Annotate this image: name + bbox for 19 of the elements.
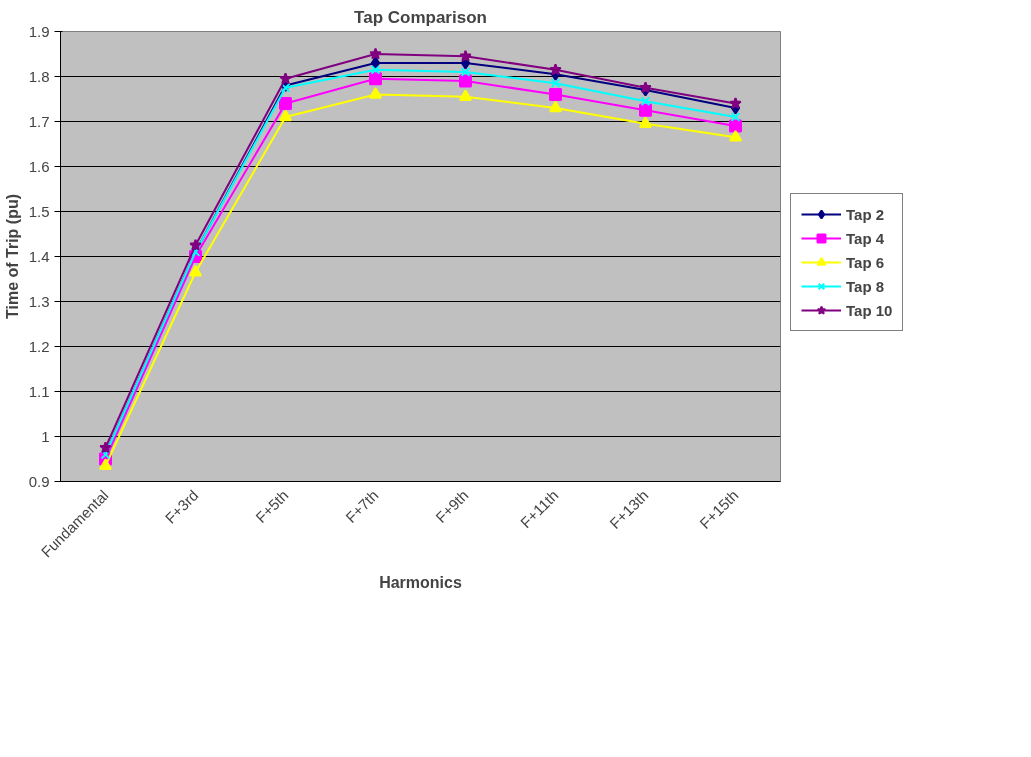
legend-label: Tap 8 [846, 277, 885, 295]
y-tick-label: 1.4 [28, 247, 50, 265]
y-tick-label: 1.9 [28, 22, 50, 40]
legend-label: Tap 4 [846, 229, 885, 247]
y-tick-label: 1.8 [28, 67, 50, 85]
y-axis-title: Time of Trip (pu) [3, 193, 21, 320]
legend-label: Tap 2 [846, 205, 885, 223]
y-tick-label: 1.6 [28, 157, 50, 175]
legend-label: Tap 10 [846, 301, 893, 319]
y-tick-label: 1.2 [28, 337, 50, 355]
y-tick-label: 1.3 [28, 292, 50, 310]
y-tick-label: 1.5 [28, 202, 50, 220]
x-axis-title: Harmonics [379, 574, 462, 592]
y-tick-label: 1.7 [28, 112, 50, 130]
chart-title: Tap Comparison [354, 7, 487, 27]
y-tick-label: 0.9 [28, 472, 50, 490]
y-tick-label: 1.1 [28, 382, 50, 400]
legend-label: Tap 6 [846, 253, 885, 271]
y-tick-label: 1 [41, 427, 50, 445]
